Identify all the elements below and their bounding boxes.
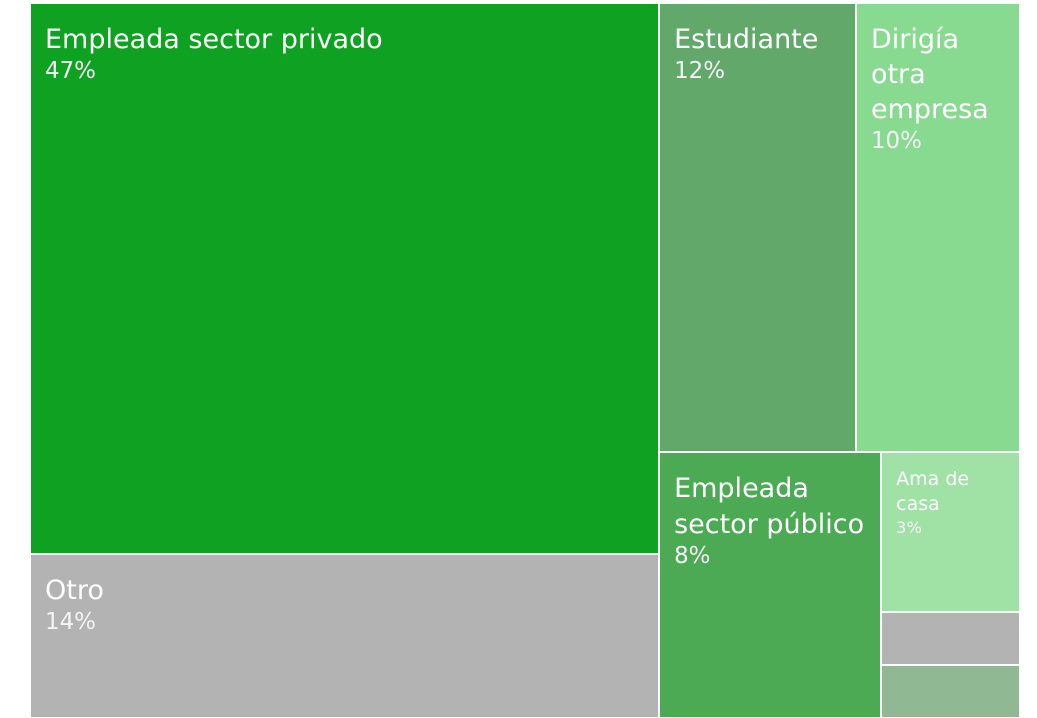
tile: Empleada sector público 8%: [659, 452, 882, 718]
value-label: 47%: [45, 58, 96, 85]
value-label: 12%: [674, 58, 726, 85]
value-label: 8%: [674, 542, 711, 569]
tile-label: Empleada sector privado: [45, 24, 383, 55]
tile: [881, 611, 1020, 665]
value-label: 14%: [45, 608, 96, 635]
tile-label: Dirigía otra empresa: [870, 24, 989, 126]
tile-label: Estudiante: [674, 24, 819, 55]
tile: Otro 14%: [30, 553, 660, 718]
treemap: Empleada sector privado 47% Otro 14% Estudia…: [30, 3, 1020, 718]
tile: Empleada sector privado 47%: [30, 3, 660, 554]
tile: Dirigía otra empresa 10%: [855, 3, 1020, 453]
tile: Estudiante 12%: [659, 3, 856, 453]
tile-label: Ama de casa: [896, 468, 970, 516]
value-label: 10%: [870, 128, 922, 155]
value-label: 3%: [896, 517, 922, 537]
tile: Ama de casa 3%: [881, 452, 1020, 612]
tile-label: Otro: [45, 574, 104, 606]
tile-label: Empleada sector público: [674, 473, 865, 540]
tile: [881, 664, 1020, 718]
